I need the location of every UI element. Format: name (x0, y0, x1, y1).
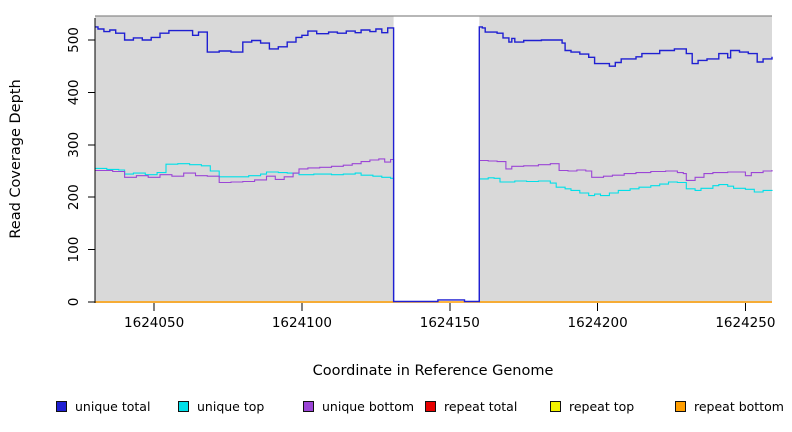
legend-swatch-icon (56, 400, 67, 412)
legend-item-repeat-top: repeat top (550, 398, 634, 414)
legend-label: repeat top (569, 398, 635, 414)
x-tick-label: 1624200 (568, 315, 628, 331)
x-tick-label: 1624100 (272, 315, 332, 331)
legend-item-repeat-total: repeat total (425, 398, 517, 414)
legend-label: unique total (75, 398, 151, 414)
coverage-plot: 0 100 200 300 400 500 1624050 1624100 1624150 162… (8, 15, 775, 379)
legend-swatch-icon (675, 400, 686, 412)
legend-swatch-icon (178, 400, 189, 412)
x-axis-title: Coordinate in Reference Genome (313, 363, 554, 379)
x-tick-label: 1624150 (420, 315, 480, 331)
plot-background (95, 15, 772, 303)
legend: unique total unique top unique bottom repea… (0, 398, 792, 418)
legend-label: repeat total (444, 398, 518, 414)
series-lines (95, 26, 773, 303)
legend-item-unique-total: unique total (56, 398, 150, 414)
plot-area-left (95, 16, 394, 303)
legend-item-unique-bottom: unique bottom (303, 398, 414, 414)
plot-area-right (479, 16, 772, 303)
y-tick-label: 0 (66, 298, 82, 307)
x-tick-label: 1624050 (124, 315, 184, 331)
y-tick-label: 300 (66, 132, 82, 158)
legend-swatch-icon (550, 400, 561, 412)
legend-item-unique-top: unique top (178, 398, 264, 414)
legend-label: unique top (197, 398, 265, 414)
legend-swatch-icon (425, 400, 436, 412)
y-axis-title: Read Coverage Depth (8, 79, 24, 238)
legend-item-repeat-bottom: repeat bottom (675, 398, 784, 414)
legend-swatch-icon (303, 400, 314, 412)
series-line-unique-top (95, 163, 773, 303)
y-tick-label: 200 (66, 184, 82, 210)
x-tick-label: 1624250 (715, 315, 775, 331)
series-line-unique-total (95, 26, 773, 303)
legend-label: repeat bottom (694, 398, 784, 414)
y-tick-label: 500 (66, 27, 82, 53)
y-tick-label: 100 (66, 237, 82, 263)
axes: 0 100 200 300 400 500 1624050 1624100 1624150 162… (66, 18, 775, 331)
y-tick-label: 400 (66, 80, 82, 106)
legend-label: unique bottom (322, 398, 415, 414)
